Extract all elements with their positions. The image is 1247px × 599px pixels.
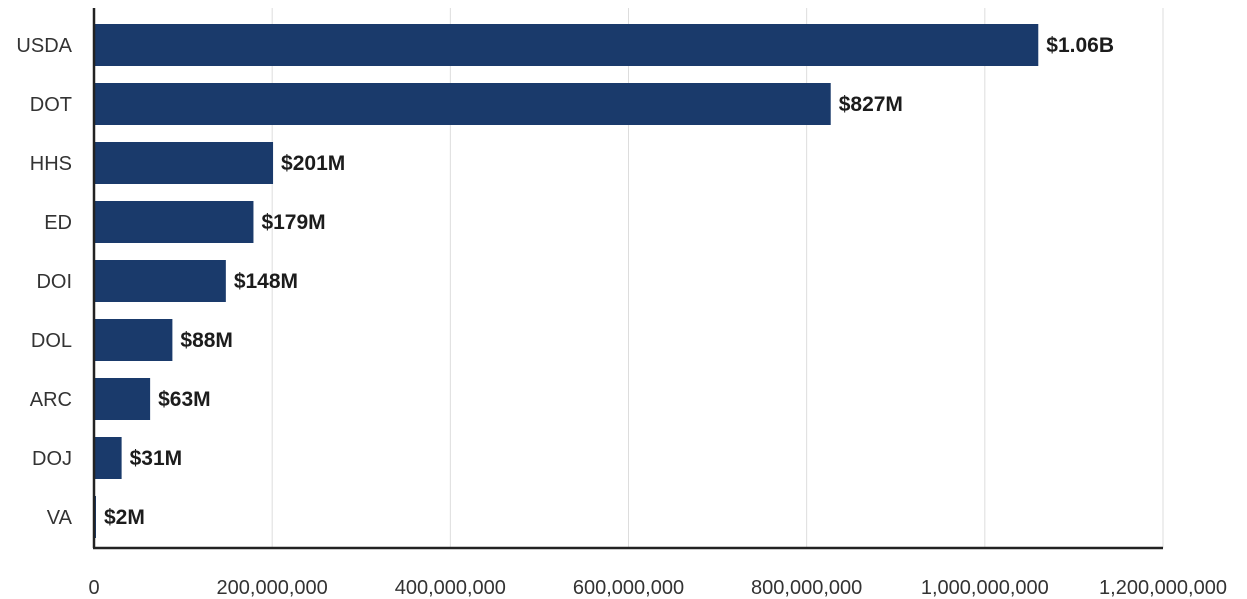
x-tick-label: 600,000,000 [573, 577, 684, 599]
data-label: $2M [104, 506, 145, 529]
bar-ed [94, 201, 254, 243]
bar-usda [94, 24, 1039, 66]
data-label: $88M [180, 329, 233, 352]
bar-dol [94, 319, 173, 361]
data-label: $827M [839, 93, 903, 116]
bars [94, 24, 1039, 538]
axes [92, 8, 1163, 550]
category-label: USDA [16, 35, 72, 57]
category-labels: USDA DOT HHS ED DOI DOL ARC DOJ VA [16, 35, 72, 529]
x-tick-label: 0 [88, 577, 99, 599]
category-label: DOJ [32, 448, 72, 470]
category-label: DOI [36, 271, 72, 293]
x-tick-label: 800,000,000 [751, 577, 862, 599]
data-label: $201M [281, 152, 345, 175]
x-tick-label: 200,000,000 [217, 577, 328, 599]
category-label: HHS [30, 153, 72, 175]
x-tick-label: 400,000,000 [395, 577, 506, 599]
x-tick-labels: 0 200,000,000 400,000,000 600,000,000 800,00… [88, 577, 1227, 599]
data-label: $1.06B [1046, 34, 1114, 57]
bar-doi [94, 260, 226, 302]
bar-hhs [94, 142, 274, 184]
bar-arc [94, 378, 151, 420]
data-labels: $1.06B $827M $201M $179M $148M $88M $63M $31M $2… [104, 34, 1114, 529]
category-label: DOL [31, 330, 72, 352]
data-label: $179M [261, 211, 325, 234]
data-label: $31M [130, 447, 183, 470]
category-label: DOT [30, 94, 72, 116]
x-tick-label: 1,200,000,000 [1099, 577, 1227, 599]
data-label: $148M [234, 270, 298, 293]
category-label: VA [47, 507, 73, 529]
bar-dot [94, 83, 831, 125]
x-tick-label: 1,000,000,000 [921, 577, 1049, 599]
bar-doj [94, 437, 122, 479]
category-label: ARC [30, 389, 72, 411]
data-label: $63M [158, 388, 211, 411]
category-label: ED [44, 212, 72, 234]
